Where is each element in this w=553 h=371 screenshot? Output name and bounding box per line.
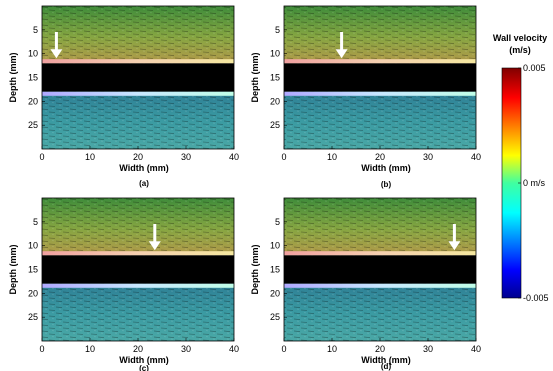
x-tick-label: 20: [133, 344, 143, 354]
lumen-region: [284, 255, 476, 284]
panel-d: 0 10 20 30 40 5 10 15 20 25 Width (mm) Depth (mm) (d…: [250, 197, 481, 371]
x-tick-label: 10: [85, 344, 95, 354]
y-axis-label: Depth (mm): [250, 53, 260, 103]
colorbar-unit: (m/s): [509, 45, 531, 55]
upper-wall: [284, 251, 476, 256]
position-arrow: [50, 32, 63, 59]
speckle-overlay: [284, 91, 476, 149]
arrow-head: [448, 241, 461, 251]
x-axis-label: Width (mm): [119, 355, 168, 365]
x-tick-label: 0: [39, 152, 44, 162]
x-tick-label: 30: [181, 344, 191, 354]
y-tick-label: 5: [275, 25, 280, 35]
panel-label: (c): [139, 364, 149, 371]
arrow-head: [335, 49, 348, 59]
x-tick-label: 10: [85, 152, 95, 162]
x-tick-label: 0: [39, 344, 44, 354]
upper-wall: [42, 59, 234, 64]
lower-wall: [42, 283, 234, 288]
y-tick-label: 5: [275, 217, 280, 227]
y-tick-label: 10: [270, 241, 280, 251]
y-tick-label: 10: [28, 241, 38, 251]
arrow-head: [50, 49, 63, 59]
y-tick-label: 5: [33, 25, 38, 35]
x-tick-label: 10: [327, 344, 337, 354]
y-tick-label: 25: [270, 312, 280, 322]
y-tick-label: 20: [28, 288, 38, 298]
colorbar-title: Wall velocity: [493, 33, 547, 43]
x-tick-label: 40: [229, 152, 239, 162]
position-arrow: [448, 224, 461, 251]
panel-c: 0 10 20 30 40 5 10 15 20 25 Width (mm) Depth (mm) (c…: [8, 197, 239, 371]
panel-b: 0 10 20 30 40 5 10 15 20 25 Width (mm) Depth (mm) (b…: [250, 5, 481, 189]
speckle-overlay: [284, 6, 476, 64]
lumen-region: [42, 255, 234, 284]
y-tick-label: 25: [28, 120, 38, 130]
y-tick-label: 20: [28, 96, 38, 106]
y-tick-label: 20: [270, 288, 280, 298]
position-arrow: [148, 224, 161, 251]
y-tick-label: 25: [270, 120, 280, 130]
speckle-overlay: [42, 91, 234, 149]
colorbar-tick-label: 0.005: [523, 63, 546, 73]
x-axis-label: Width (mm): [361, 163, 410, 173]
x-tick-label: 0: [281, 344, 286, 354]
upper-wall: [42, 251, 234, 256]
x-axis-label: Width (mm): [119, 163, 168, 173]
x-tick-label: 20: [133, 152, 143, 162]
y-tick-label: 15: [270, 265, 280, 275]
lumen-region: [284, 63, 476, 92]
x-tick-label: 30: [181, 152, 191, 162]
arrow-head: [148, 241, 161, 251]
panel-label: (b): [381, 180, 392, 189]
y-tick-label: 25: [28, 312, 38, 322]
lower-wall: [284, 91, 476, 96]
position-arrow: [335, 32, 348, 59]
x-tick-label: 30: [423, 344, 433, 354]
lower-wall: [284, 283, 476, 288]
x-axis-label: Width (mm): [361, 355, 410, 365]
speckle-overlay: [284, 283, 476, 341]
x-tick-label: 10: [327, 152, 337, 162]
y-tick-label: 20: [270, 96, 280, 106]
y-tick-label: 15: [28, 265, 38, 275]
speckle-overlay: [42, 6, 234, 64]
lower-wall: [42, 91, 234, 96]
speckle-overlay: [42, 198, 234, 256]
colorbar-tick-label: 0 m/s: [523, 178, 546, 188]
x-tick-label: 20: [375, 344, 385, 354]
y-axis-label: Depth (mm): [8, 53, 18, 103]
speckle-overlay: [284, 198, 476, 256]
panel-label: (a): [139, 179, 149, 188]
y-axis-label: Depth (mm): [8, 245, 18, 295]
y-tick-label: 10: [28, 49, 38, 59]
lumen-region: [42, 63, 234, 92]
colorbar-tick-label: -0.005: [523, 293, 549, 303]
x-tick-label: 20: [375, 152, 385, 162]
x-tick-label: 0: [281, 152, 286, 162]
x-tick-label: 30: [423, 152, 433, 162]
y-tick-label: 10: [270, 49, 280, 59]
speckle-overlay: [42, 283, 234, 341]
y-tick-label: 15: [270, 73, 280, 83]
x-tick-label: 40: [229, 344, 239, 354]
y-axis-label: Depth (mm): [250, 245, 260, 295]
y-tick-label: 15: [28, 73, 38, 83]
upper-wall: [284, 59, 476, 64]
panel-a: 0 10 20 30 40 5 10 15 20 25 Width (mm) Depth (mm) (a…: [8, 5, 239, 188]
panel-label: (d): [381, 362, 392, 371]
colorbar: Wall velocity (m/s) 0.005 0 m/s -0.005: [493, 33, 549, 303]
y-tick-label: 5: [33, 217, 38, 227]
x-tick-label: 40: [471, 344, 481, 354]
x-tick-label: 40: [471, 152, 481, 162]
